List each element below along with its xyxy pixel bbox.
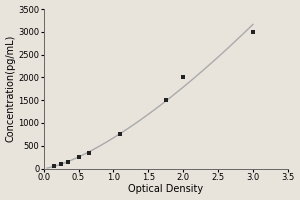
Point <box>66 160 70 163</box>
Point <box>181 76 186 79</box>
Point <box>76 156 81 159</box>
X-axis label: Optical Density: Optical Density <box>128 184 203 194</box>
Point <box>163 99 168 102</box>
Y-axis label: Concentration(pg/mL): Concentration(pg/mL) <box>6 35 16 142</box>
Point <box>250 30 255 33</box>
Point <box>118 133 123 136</box>
Point <box>87 151 92 154</box>
Point <box>52 165 56 168</box>
Point <box>59 163 64 166</box>
